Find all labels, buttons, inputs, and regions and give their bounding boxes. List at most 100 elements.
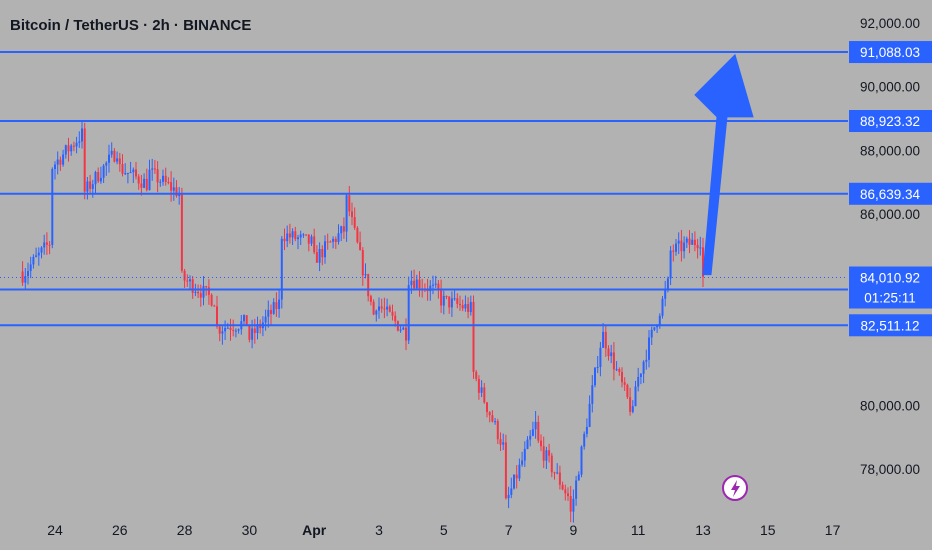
candle [499,432,502,452]
candle [580,445,583,478]
candle [634,380,637,407]
candle [639,373,642,385]
candle [137,174,140,190]
candle [302,233,305,238]
candle [148,159,151,191]
candle [45,232,48,255]
svg-text:82,511.12: 82,511.12 [860,318,919,333]
candle [251,319,254,349]
x-tick-label: 26 [112,522,128,538]
candle [364,263,367,279]
candle [564,484,567,501]
candle [456,293,459,309]
candle [402,326,405,331]
x-tick-label: 11 [631,522,646,538]
candle [272,298,275,315]
candle [496,418,499,445]
candle [375,309,378,322]
candle [180,187,183,273]
candle [553,471,556,480]
candle [550,452,553,478]
candle [621,367,623,388]
candle [653,327,656,332]
candle [86,176,89,200]
candle [280,236,283,309]
candle [683,236,686,259]
candle [32,254,35,269]
time-axis[interactable]: 24 26 28 30 Apr 3 5 7 9 11 13 15 17 [47,522,840,538]
candle [699,236,702,256]
candle [64,144,67,159]
level-price-label: 82,511.12 [849,314,932,337]
y-tick-label: 80,000.00 [860,398,920,413]
candle [693,231,696,252]
horizontal-levels[interactable] [0,51,848,327]
candle [97,167,100,184]
candle [105,161,108,176]
candles-layer [21,121,704,523]
candle [126,172,129,184]
candle [448,296,451,314]
candle [407,276,410,345]
candle [270,304,272,325]
candle [572,489,575,523]
candle [561,481,564,491]
candle [594,366,596,388]
candle [432,275,434,295]
candle [534,410,537,439]
candle [685,236,688,248]
candle [631,400,634,414]
candle [35,247,38,258]
price-axis[interactable]: 92,000.00 90,000.00 88,000.00 86,000.00 80,0… [860,16,920,477]
candle [488,411,491,423]
candle [477,375,480,400]
candle [183,268,186,288]
candle [467,297,470,319]
level-price-label: 91,088.03 [849,41,932,64]
candle [391,304,394,321]
candle [340,225,343,242]
lightning-bolt-icon[interactable] [722,475,748,501]
candle [143,173,146,189]
candle [494,418,497,425]
candle [383,297,386,319]
candle [191,276,194,299]
svg-text:84,010.92: 84,010.92 [860,271,920,286]
candle [440,279,443,313]
candle [353,207,356,230]
candle [256,316,259,340]
candle [521,451,524,467]
candle [305,234,308,236]
current-price-label: 84,010.92 01:25:11 [849,266,932,309]
candle [170,171,173,202]
candle [423,283,426,293]
candle [577,471,580,481]
candle [575,475,578,506]
candle [78,131,81,148]
candle [81,121,83,149]
candle [334,236,337,249]
candle [623,377,626,391]
candle [591,375,594,413]
candle [99,166,102,184]
projection-arrow[interactable] [694,53,754,276]
candle [151,158,154,181]
candle [515,465,518,489]
candle [307,234,310,252]
x-tick-label: 7 [505,522,513,538]
candle [585,418,588,438]
candle [677,232,680,255]
level-price-label: 86,639.34 [849,182,932,205]
candle [637,367,640,392]
candle [40,246,43,259]
candle [483,382,486,404]
candle [507,486,510,509]
candle [205,285,208,296]
candle [291,228,294,246]
candle [610,344,613,364]
candle [54,161,56,180]
candle [348,186,351,217]
candle [464,295,467,312]
candle [186,274,189,287]
